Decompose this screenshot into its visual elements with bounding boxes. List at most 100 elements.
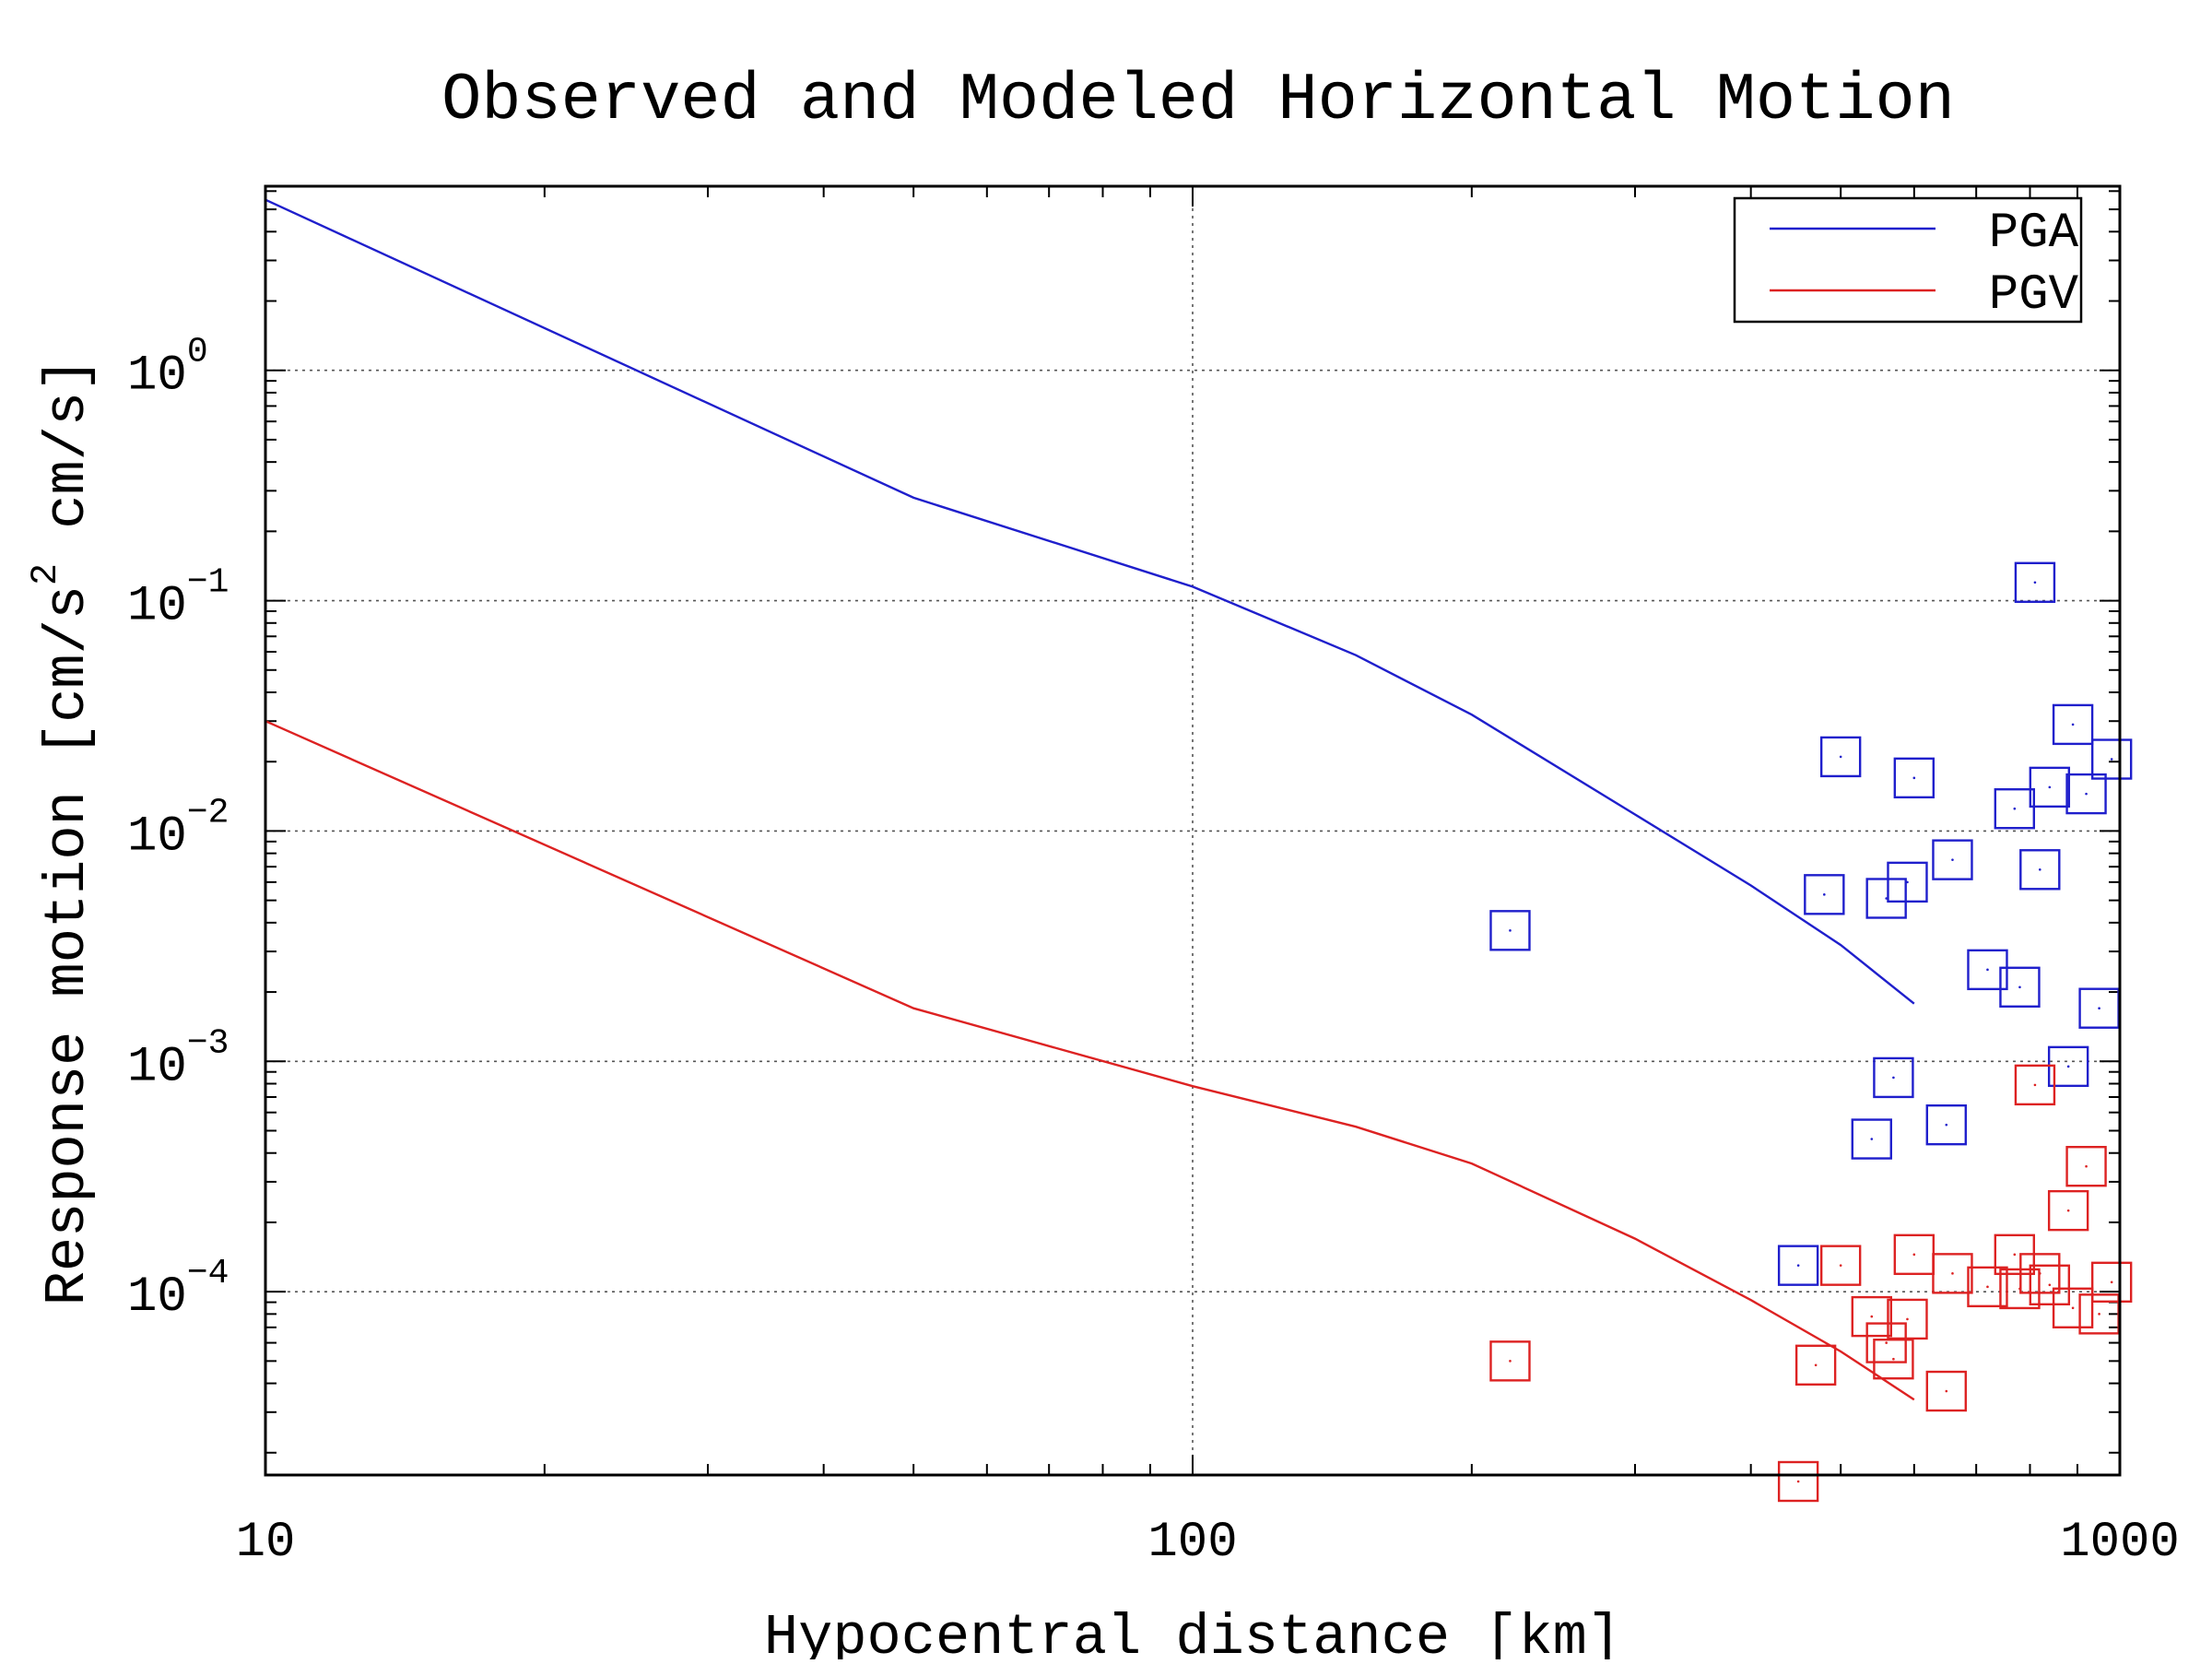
marker-center — [1892, 1357, 1895, 1361]
data-point-pgv — [1893, 1233, 1936, 1276]
marker-center — [1912, 776, 1916, 780]
data-point-pga — [1893, 757, 1936, 799]
data-point-pga — [1925, 1103, 1967, 1146]
marker-center — [1509, 929, 1512, 932]
data-point-pgv — [1865, 1322, 1907, 1363]
data-point-pgv — [1967, 1266, 2008, 1308]
data-point-pga — [1804, 874, 1845, 915]
y-axis-label-suffix: cm/s] — [35, 358, 100, 563]
data-point-pga — [1999, 966, 2041, 1008]
marker-square — [2019, 1253, 2061, 1294]
marker-center — [1839, 1264, 1842, 1267]
data-point-pga — [2019, 849, 2061, 891]
data-point-pga — [1873, 1056, 1914, 1099]
data-point-pga — [1489, 910, 1531, 951]
marker-center — [2013, 1253, 2017, 1257]
data-point-pga — [1819, 736, 1862, 778]
data-point-pga — [1887, 861, 1928, 903]
data-point-pga — [2052, 703, 2094, 746]
marker-center — [1814, 1363, 1818, 1367]
marker-square — [1999, 966, 2041, 1008]
data-point-pgv — [1777, 1460, 1819, 1503]
marker-square — [2090, 738, 2133, 780]
marker-center — [2048, 1283, 2052, 1287]
data-point-pga — [1967, 949, 2008, 991]
marker-square — [2052, 1287, 2094, 1328]
marker-square — [2019, 849, 2061, 891]
marker-square — [1967, 949, 2008, 991]
marker-center — [2018, 985, 2021, 989]
marker-center — [2038, 867, 2041, 871]
x-tick-label: 100 — [1147, 1515, 1237, 1571]
data-point-pga — [1932, 839, 1973, 880]
marker-square — [1925, 1370, 1967, 1412]
marker-square — [1932, 1253, 1973, 1294]
y-tick-label: 10−3 — [127, 1023, 229, 1095]
marker-center — [1906, 1317, 1909, 1321]
data-point-pgv — [1925, 1370, 1967, 1412]
data-point-pgv — [1887, 1298, 1928, 1340]
marker-center — [1906, 880, 1909, 884]
marker-square — [1851, 1295, 1892, 1338]
marker-center — [1870, 1315, 1874, 1318]
y-tick-label: 10−4 — [127, 1254, 229, 1326]
marker-center — [1945, 1123, 1948, 1127]
y-tick-label-exponent: −3 — [187, 1023, 229, 1063]
marker-center — [1509, 1360, 1512, 1363]
marker-center — [1892, 1076, 1895, 1080]
data-point-pgv — [1873, 1339, 1914, 1380]
marker-center — [2066, 1065, 2070, 1068]
data-point-pga — [1865, 878, 1907, 919]
y-axis-label: Response motion [cm/s2 cm/s] — [26, 358, 100, 1306]
data-point-pga — [2029, 766, 2071, 808]
marker-center — [2098, 1313, 2100, 1316]
y-tick-label-exponent: −4 — [187, 1254, 229, 1293]
marker-square — [2065, 1146, 2107, 1187]
model-lines — [265, 198, 1915, 1401]
marker-square — [1967, 1266, 2008, 1308]
marker-center — [1945, 1389, 1948, 1393]
x-tick-label: 1000 — [2060, 1515, 2180, 1571]
marker-center — [1885, 1341, 1888, 1344]
data-point-pga — [2065, 773, 2107, 815]
y-tick-label-base: 10 — [127, 348, 187, 405]
marker-square — [2029, 1264, 2071, 1306]
y-tick-label-base: 10 — [127, 1039, 187, 1095]
marker-square — [1925, 1103, 1967, 1146]
marker-center — [2110, 1280, 2113, 1284]
y-tick-label-exponent: 0 — [187, 333, 208, 372]
marker-square — [1851, 1118, 1892, 1160]
marker-square — [2090, 1261, 2133, 1304]
plot-frame — [264, 184, 2122, 1477]
marker-center — [1796, 1480, 1800, 1483]
marker-center — [2048, 785, 2052, 789]
x-tick-labels: 10 100 1000 — [236, 1515, 2180, 1571]
data-point-pgv — [1794, 1344, 1837, 1386]
y-tick-label-base: 10 — [127, 1269, 187, 1326]
data-point-pgv — [2014, 1064, 2056, 1106]
marker-square — [1819, 736, 1862, 778]
data-point-pga — [1777, 1245, 1819, 1286]
marker-center — [1839, 755, 1842, 759]
marker-center — [1951, 858, 1954, 861]
x-tick-label: 10 — [236, 1515, 296, 1571]
legend-pgv-label: PGV — [1989, 267, 2079, 324]
data-point-pgv — [2065, 1146, 2107, 1187]
data-point-pgv — [1819, 1245, 1862, 1286]
data-point-pgv — [1932, 1253, 1973, 1294]
marker-center — [1912, 1253, 1916, 1257]
marker-center — [2071, 723, 2075, 726]
marker-center — [2098, 1007, 2100, 1010]
marker-square — [1489, 910, 1531, 951]
marker-square — [1777, 1245, 1819, 1286]
x-axis-label: Hypocentral distance [km] — [764, 1605, 1621, 1659]
marker-center — [2110, 758, 2113, 761]
marker-square — [1489, 1340, 1531, 1382]
marker-center — [1796, 1264, 1800, 1267]
marker-center — [2038, 1272, 2041, 1275]
marker-square — [2029, 766, 2071, 808]
marker-center — [2066, 1209, 2070, 1212]
